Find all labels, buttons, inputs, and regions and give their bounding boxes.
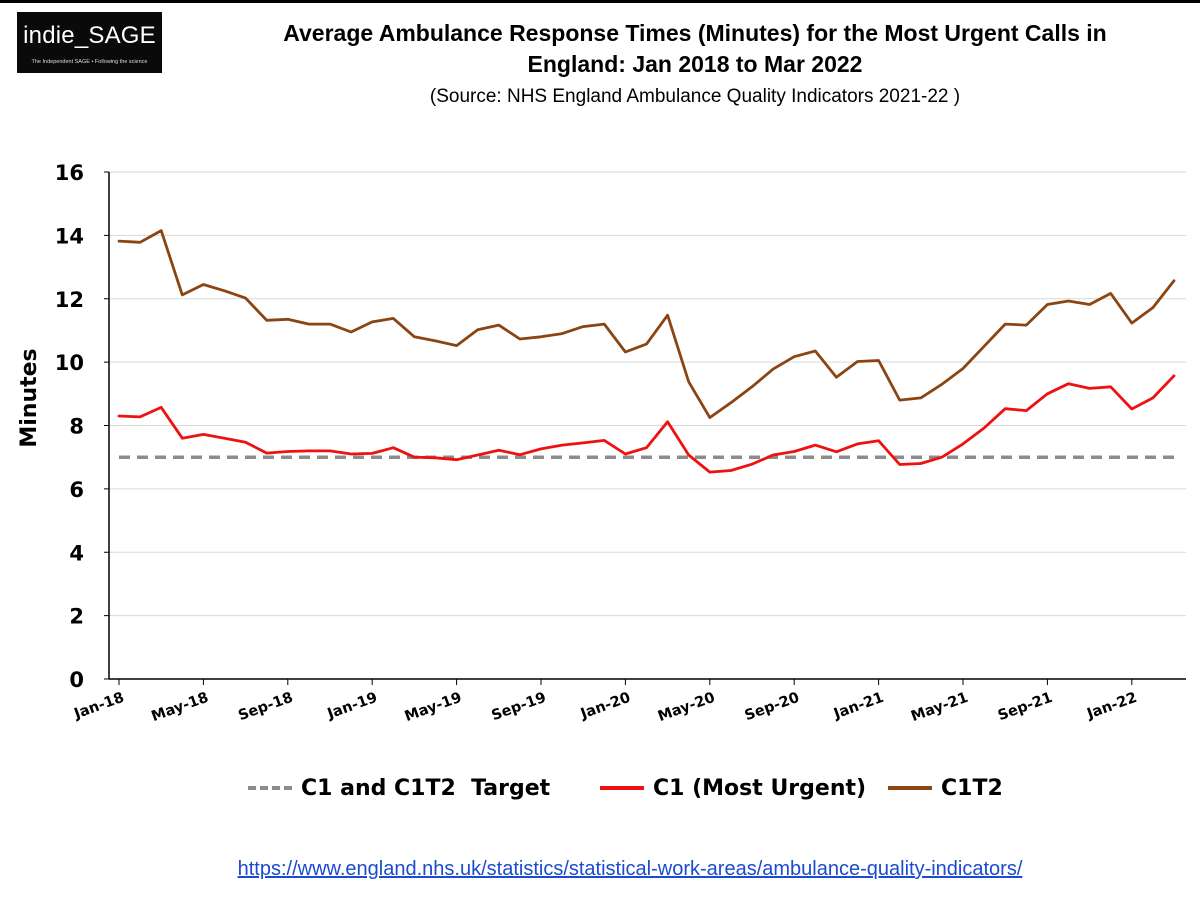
chart-legend: C1 and C1T2 Target C1 (Most Urgent) C1T2 — [0, 773, 1200, 803]
y-tick-label-6: 6 — [69, 478, 84, 502]
y-axis-title: Minutes — [17, 348, 42, 447]
x-tick-label-Jan-20: Jan-20 — [578, 690, 633, 723]
c1t2-line-series — [119, 231, 1174, 418]
x-tick-label-Sep-21: Sep-21 — [996, 690, 1055, 724]
x-tick-label-May-18: May-18 — [149, 690, 210, 725]
legend-label-target: C1 and C1T2 Target — [301, 776, 550, 801]
y-tick-label-16: 16 — [55, 161, 84, 185]
legend-label-c1: C1 (Most Urgent) — [653, 776, 866, 801]
legend-swatch-c1 — [600, 786, 644, 790]
y-tick-label-12: 12 — [55, 288, 84, 312]
y-tick-label-14: 14 — [55, 224, 84, 248]
legend-item-c1: C1 (Most Urgent) — [600, 773, 866, 803]
legend-swatch-c1t2 — [888, 786, 932, 790]
legend-swatch-target — [248, 786, 292, 790]
y-tick-label-4: 4 — [69, 541, 84, 565]
legend-label-c1t2: C1T2 — [941, 776, 1003, 801]
legend-item-target: C1 and C1T2 Target — [248, 773, 550, 803]
y-tick-label-10: 10 — [55, 351, 84, 375]
x-tick-label-Sep-20: Sep-20 — [743, 690, 802, 724]
legend-item-c1t2: C1T2 — [888, 773, 1003, 803]
x-tick-label-Jan-19: Jan-19 — [325, 690, 380, 723]
x-tick-label-May-19: May-19 — [403, 690, 464, 725]
x-tick-label-May-21: May-21 — [909, 690, 970, 725]
source-link[interactable]: https://www.england.nhs.uk/statistics/st… — [0, 858, 1200, 881]
x-tick-label-Jan-21: Jan-21 — [831, 690, 886, 723]
x-tick-label-Sep-19: Sep-19 — [489, 690, 548, 724]
y-tick-label-2: 2 — [69, 605, 84, 629]
x-tick-label-Jan-22: Jan-22 — [1084, 690, 1139, 723]
y-tick-label-8: 8 — [69, 415, 84, 439]
x-tick-label-May-20: May-20 — [656, 690, 717, 725]
line-chart: 0 2 4 6 8 10 12 14 16 Minutes Jan-18 May-18 Sep-18 Ja… — [0, 0, 1200, 907]
x-tick-label-Jan-18: Jan-18 — [71, 690, 126, 723]
x-tick-label-Sep-18: Sep-18 — [236, 690, 295, 724]
y-tick-label-0: 0 — [69, 668, 84, 692]
